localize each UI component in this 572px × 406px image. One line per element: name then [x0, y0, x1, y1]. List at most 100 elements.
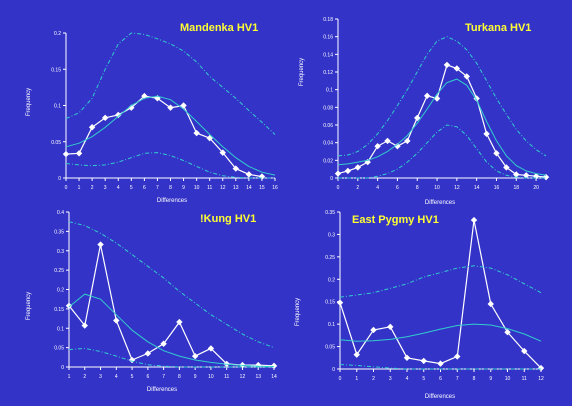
x-tick-label: 7 [456, 376, 459, 382]
data-point [443, 61, 451, 69]
y-tick-label: 0.2 [54, 31, 61, 37]
y-tick-label: 0.18 [323, 17, 333, 23]
data-point [463, 73, 470, 80]
chart-title: Mandenka HV1 [180, 22, 258, 34]
series-expected-line [68, 293, 275, 368]
y-tick-label: 0.4 [57, 210, 64, 216]
y-tick-label: 0.25 [54, 268, 64, 274]
x-tick-label: 4 [115, 374, 118, 380]
data-point [167, 104, 174, 111]
data-point [493, 150, 500, 157]
data-point [370, 326, 377, 334]
x-tick-label: 9 [489, 376, 492, 382]
y-tick-label: 0.2 [57, 288, 64, 294]
y-tick-label: 0 [58, 176, 61, 182]
series-lower-line [68, 347, 274, 368]
data-point [404, 137, 411, 145]
y-axis-label: Frequency [26, 292, 32, 320]
data-point [180, 102, 187, 109]
x-tick-label: 11 [522, 376, 527, 382]
data-point [487, 300, 494, 308]
y-axis-label: Frequency [26, 88, 32, 116]
y-tick-label: 0 [61, 365, 64, 371]
y-tick-label: 0.12 [323, 70, 333, 76]
series-expected-line [65, 95, 276, 176]
y-tick-label: 0.16 [323, 35, 333, 41]
chart-title: !Kung HV1 [200, 213, 256, 225]
x-tick-label: 6 [396, 185, 399, 191]
data-point [483, 130, 490, 138]
x-tick-label: 13 [233, 185, 239, 191]
x-tick-label: 5 [131, 374, 134, 380]
data-point [128, 104, 135, 111]
chart-kung: !Kung HV1 Frequency Differences 0 0.05 0.1… [26, 210, 278, 393]
x-tick-label: 11 [224, 374, 229, 380]
data-point [65, 302, 73, 309]
x-tick-label: 16 [272, 185, 278, 191]
x-tick-label: 14 [474, 185, 480, 191]
data-point [258, 173, 266, 180]
data-point [420, 357, 427, 365]
x-tick-label: 6 [143, 185, 146, 191]
data-point [191, 352, 199, 360]
x-tick-label: 2 [91, 185, 94, 191]
series-expected-line [337, 78, 547, 176]
data-point [128, 356, 136, 364]
x-tick-label: 0 [337, 185, 340, 191]
x-tick-label: 10 [434, 185, 440, 191]
x-tick-label: 10 [505, 376, 511, 382]
data-point [384, 137, 391, 145]
series-upper-line [337, 36, 547, 157]
y-tick-label: 0.1 [54, 104, 61, 110]
y-tick-label: 0.06 [323, 123, 333, 129]
data-point [113, 317, 120, 324]
data-point [270, 362, 278, 370]
x-tick-label: 9 [194, 374, 197, 380]
data-point [115, 111, 122, 119]
x-tick-label: 12 [538, 376, 544, 382]
x-tick-label: 8 [416, 185, 419, 191]
data-point [387, 323, 394, 331]
x-tick-label: 5 [422, 376, 425, 382]
series-lower-line [339, 364, 541, 370]
series-observed-line [65, 95, 263, 178]
x-tick-label: 0 [339, 376, 342, 382]
x-tick-label: 7 [162, 374, 165, 380]
chart-title: East Pygmy HV1 [352, 214, 439, 226]
data-point [437, 360, 444, 367]
y-tick-label: 0.05 [54, 346, 64, 352]
x-tick-label: 4 [376, 185, 379, 191]
series-observed-line [68, 244, 275, 367]
y-tick-label: 0.05 [325, 345, 335, 351]
x-axis-label: Differences [157, 198, 187, 204]
x-axis-label: Differences [147, 387, 177, 393]
chart-east-pygmy: East Pygmy HV1 Frequency Differences 0 0.… [295, 210, 545, 400]
data-point [141, 92, 148, 100]
data-point [353, 351, 360, 358]
x-tick-label: 4 [117, 185, 120, 191]
data-point [160, 340, 167, 347]
x-tick-label: 8 [178, 374, 181, 380]
x-tick-label: 3 [389, 376, 392, 382]
x-tick-label: 20 [533, 185, 539, 191]
y-tick-label: 0.02 [323, 158, 333, 164]
data-point [245, 171, 253, 178]
y-tick-label: 0.08 [323, 105, 333, 111]
y-tick-label: 0.05 [51, 140, 61, 146]
x-tick-label: 16 [494, 185, 500, 191]
series-upper-line [68, 221, 275, 349]
x-tick-label: 9 [182, 185, 185, 191]
data-point [75, 150, 83, 157]
chart-title: Turkana HV1 [465, 22, 531, 34]
series-upper-line [65, 32, 276, 135]
y-tick-label: 0.3 [57, 249, 64, 255]
series-observed-line [339, 219, 542, 369]
x-tick-label: 12 [240, 374, 246, 380]
data-point [403, 354, 411, 361]
y-tick-label: 0.04 [323, 141, 333, 147]
x-axis-label: Differences [425, 200, 455, 206]
data-point [470, 216, 478, 224]
data-point [97, 241, 104, 248]
data-point [336, 299, 344, 306]
data-point [344, 167, 352, 175]
